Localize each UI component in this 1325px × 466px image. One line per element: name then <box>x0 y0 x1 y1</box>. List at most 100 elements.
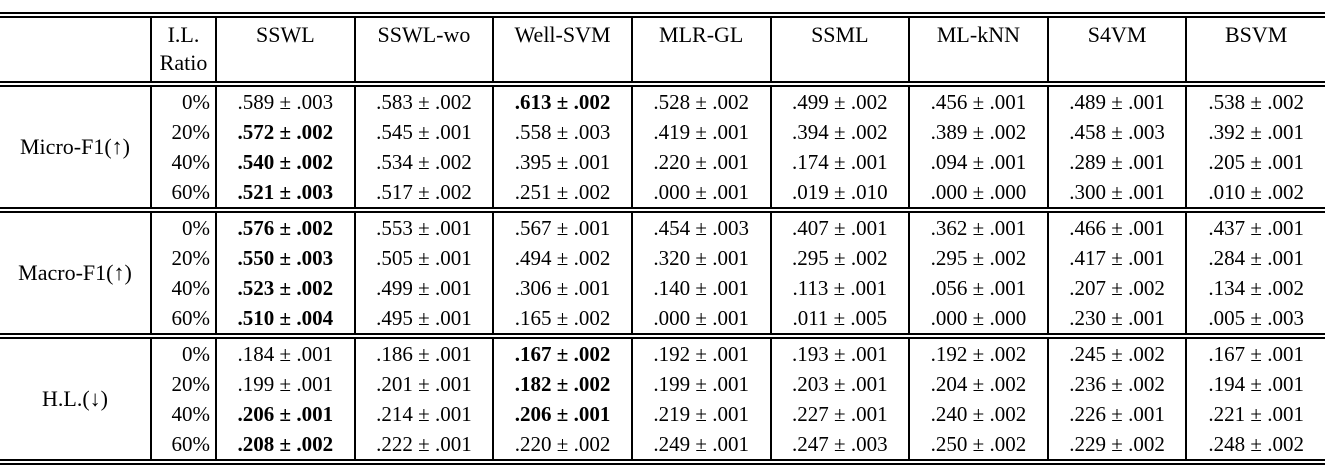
value-cell: .528 ± .002 <box>630 84 771 117</box>
value-cell: .558 ± .003 <box>492 117 632 147</box>
il-ratio-header-line1: I.L. <box>167 22 200 47</box>
column-header-bsvm: BSVM <box>1185 15 1325 84</box>
il-ratio-cell: 0% <box>150 336 216 369</box>
value-cell: .247 ± .003 <box>769 429 910 462</box>
il-ratio-header-line2: Ratio <box>159 50 208 75</box>
value-cell: .300 ± .001 <box>1046 177 1187 210</box>
value-cell: .284 ± .001 <box>1185 243 1325 273</box>
il-ratio-cell: 20% <box>150 369 216 399</box>
value-cell: .419 ± .001 <box>630 117 771 147</box>
value-cell: .510 ± .004 <box>215 303 355 336</box>
value-cell: .553 ± .001 <box>353 210 494 243</box>
value-cell: .572 ± .002 <box>215 117 355 147</box>
value-cell: .140 ± .001 <box>630 273 771 303</box>
column-header-s4vm: S4VM <box>1046 15 1187 84</box>
value-cell: .489 ± .001 <box>1046 84 1187 117</box>
value-cell: .221 ± .001 <box>1185 399 1325 429</box>
table-row: 40% .523 ± .002.499 ± .001.306 ± .001.140… <box>0 273 1325 303</box>
value-cell: .466 ± .001 <box>1046 210 1187 243</box>
metric-label: H.L.(↓) <box>42 386 108 411</box>
value-cell: .295 ± .002 <box>769 243 910 273</box>
table-row: 40% .206 ± .001.214 ± .001.206 ± .001.219… <box>0 399 1325 429</box>
value-cell: .203 ± .001 <box>769 369 910 399</box>
il-ratio-header: I.L. Ratio <box>150 15 216 84</box>
results-table: I.L. Ratio SSWL SSWL-wo Well-SVM MLR-GL SSML… <box>0 12 1325 465</box>
value-cell: .205 ± .001 <box>1185 147 1325 177</box>
value-cell: .250 ± .002 <box>908 429 1048 462</box>
value-cell: .245 ± .002 <box>1046 336 1187 369</box>
value-cell: .523 ± .002 <box>215 273 355 303</box>
il-ratio-cell: 60% <box>150 429 216 462</box>
value-cell: .362 ± .001 <box>908 210 1048 243</box>
value-cell: .295 ± .002 <box>908 243 1048 273</box>
value-cell: .206 ± .001 <box>215 399 355 429</box>
value-cell: .227 ± .001 <box>769 399 910 429</box>
value-cell: .206 ± .001 <box>492 399 632 429</box>
il-ratio-cell: 60% <box>150 303 216 336</box>
value-cell: .220 ± .001 <box>630 147 771 177</box>
value-cell: .094 ± .001 <box>908 147 1048 177</box>
value-cell: .010 ± .002 <box>1185 177 1325 210</box>
value-cell: .220 ± .002 <box>492 429 632 462</box>
value-cell: .193 ± .001 <box>769 336 910 369</box>
table-row: 40% .540 ± .002.534 ± .002.395 ± .001.220… <box>0 147 1325 177</box>
value-cell: .538 ± .002 <box>1185 84 1325 117</box>
value-cell: .394 ± .002 <box>769 117 910 147</box>
value-cell: .174 ± .001 <box>769 147 910 177</box>
il-ratio-cell: 20% <box>150 117 216 147</box>
value-cell: .240 ± .002 <box>908 399 1048 429</box>
metric-group: Micro-F1(↑) 0% .589 ± .003.583 ± .002.613 … <box>0 84 1325 210</box>
value-cell: .056 ± .001 <box>908 273 1048 303</box>
column-header-ml-knn: ML-kNN <box>908 15 1048 84</box>
value-cell: .192 ± .001 <box>630 336 771 369</box>
value-cell: .000 ± .000 <box>908 303 1048 336</box>
value-cell: .208 ± .002 <box>215 429 355 462</box>
value-cell: .000 ± .001 <box>630 303 771 336</box>
value-cell: .517 ± .002 <box>353 177 494 210</box>
il-ratio-cell: 40% <box>150 147 216 177</box>
value-cell: .226 ± .001 <box>1046 399 1187 429</box>
value-cell: .495 ± .001 <box>353 303 494 336</box>
value-cell: .540 ± .002 <box>215 147 355 177</box>
table-header: I.L. Ratio SSWL SSWL-wo Well-SVM MLR-GL SSML… <box>0 15 1325 84</box>
value-cell: .167 ± .002 <box>492 336 632 369</box>
value-cell: .192 ± .002 <box>908 336 1048 369</box>
value-cell: .417 ± .001 <box>1046 243 1187 273</box>
corner-cell <box>0 15 151 84</box>
table-row: Macro-F1(↑) 0% .576 ± .002.553 ± .001.567 … <box>0 210 1325 285</box>
value-cell: .000 ± .001 <box>630 177 771 210</box>
value-cell: .521 ± .003 <box>215 177 355 210</box>
value-cell: .589 ± .003 <box>215 84 355 117</box>
il-ratio-cell: 0% <box>150 84 216 117</box>
value-cell: .165 ± .002 <box>492 303 632 336</box>
value-cell: .219 ± .001 <box>630 399 771 429</box>
value-cell: .534 ± .002 <box>353 147 494 177</box>
column-header-ssml: SSML <box>769 15 910 84</box>
column-header-well-svm: Well-SVM <box>492 15 632 84</box>
value-cell: .248 ± .002 <box>1185 429 1325 462</box>
metric-group: Macro-F1(↑) 0% .576 ± .002.553 ± .001.567 … <box>0 210 1325 336</box>
value-cell: .236 ± .002 <box>1046 369 1187 399</box>
table-row: Micro-F1(↑) 0% .589 ± .003.583 ± .002.613 … <box>0 84 1325 159</box>
table-row: 20% .572 ± .002.545 ± .001.558 ± .003.419… <box>0 117 1325 147</box>
value-cell: .184 ± .001 <box>215 336 355 369</box>
il-ratio-cell: 40% <box>150 273 216 303</box>
value-cell: .229 ± .002 <box>1046 429 1187 462</box>
metric-label: Macro-F1(↑) <box>18 260 132 285</box>
value-cell: .456 ± .001 <box>908 84 1048 117</box>
value-cell: .207 ± .002 <box>1046 273 1187 303</box>
value-cell: .251 ± .002 <box>492 177 632 210</box>
value-cell: .583 ± .002 <box>353 84 494 117</box>
value-cell: .005 ± .003 <box>1185 303 1325 336</box>
value-cell: .019 ± .010 <box>769 177 910 210</box>
il-ratio-cell: 20% <box>150 243 216 273</box>
value-cell: .458 ± .003 <box>1046 117 1187 147</box>
table-row: H.L.(↓) 0% .184 ± .001.186 ± .001.167 ± .0… <box>0 336 1325 411</box>
value-cell: .201 ± .001 <box>353 369 494 399</box>
value-cell: .199 ± .001 <box>630 369 771 399</box>
value-cell: .505 ± .001 <box>353 243 494 273</box>
value-cell: .392 ± .001 <box>1185 117 1325 147</box>
value-cell: .550 ± .003 <box>215 243 355 273</box>
metric-label: Micro-F1(↑) <box>20 134 130 159</box>
